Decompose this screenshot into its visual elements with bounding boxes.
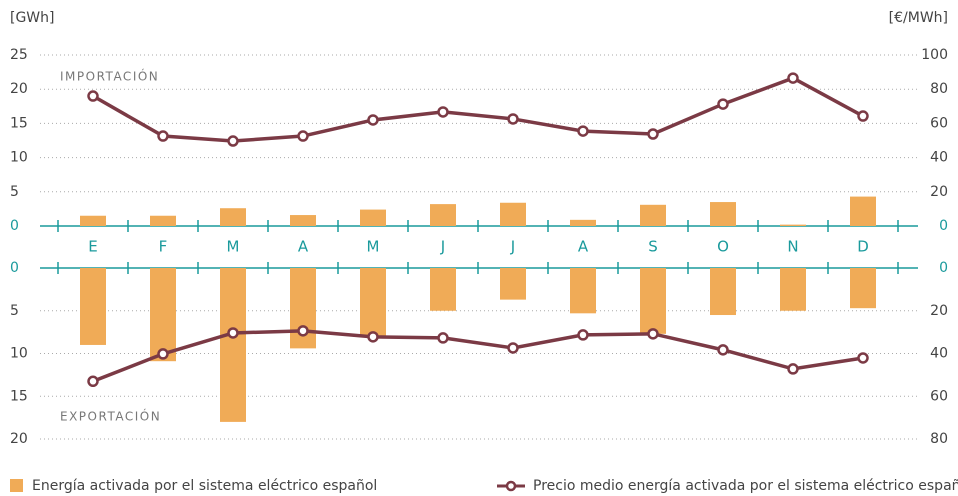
price-marker <box>717 98 729 110</box>
price-marker <box>717 344 729 356</box>
price-marker <box>157 348 169 360</box>
price-marker <box>87 90 99 102</box>
bar <box>850 196 876 226</box>
bar <box>80 268 106 345</box>
bar <box>500 268 526 300</box>
bar <box>570 219 596 226</box>
price-line <box>92 76 864 143</box>
y2-tick-label: 60 <box>930 115 948 131</box>
y2-tick-label: 80 <box>930 431 948 447</box>
price-marker <box>227 135 239 147</box>
price-marker <box>647 128 659 140</box>
y-tick-label: 0 <box>10 260 19 276</box>
y-tick-label: 15 <box>10 388 28 404</box>
bar <box>360 209 386 226</box>
legend-swatch <box>10 479 23 492</box>
price-marker <box>787 363 799 375</box>
y2-tick-label: 80 <box>930 81 948 97</box>
x-tick-label: A <box>578 238 589 256</box>
bar <box>570 268 596 314</box>
bar <box>780 268 806 311</box>
price-line <box>92 329 864 383</box>
y-tick-label: 10 <box>10 150 28 166</box>
bar <box>290 215 316 226</box>
price-marker <box>367 114 379 126</box>
price-marker <box>297 325 309 337</box>
bar <box>710 268 736 316</box>
annotation: EXPORTACIÓN <box>60 409 161 424</box>
price-marker <box>507 342 519 354</box>
price-marker <box>577 125 589 137</box>
price-marker <box>367 331 379 343</box>
y2-tick-label: 0 <box>939 260 948 276</box>
price-marker <box>157 130 169 142</box>
bar <box>850 268 876 309</box>
y2-tick-label: 40 <box>930 346 948 362</box>
bar <box>430 204 456 226</box>
bar <box>640 204 666 226</box>
y-tick-label: 5 <box>10 303 19 319</box>
price-marker <box>857 110 869 122</box>
price-marker <box>227 327 239 339</box>
price-marker <box>437 332 449 344</box>
price-marker <box>297 130 309 142</box>
bar <box>150 268 176 362</box>
price-marker <box>577 329 589 341</box>
x-tick-label: S <box>648 238 658 256</box>
y-tick-label: 0 <box>10 218 19 234</box>
y2-tick-label: 40 <box>930 150 948 166</box>
bar <box>220 268 246 422</box>
x-tick-label: J <box>440 238 445 256</box>
price-marker <box>437 106 449 118</box>
bar <box>430 268 456 311</box>
price-marker <box>857 352 869 364</box>
x-tick-label: J <box>510 238 515 256</box>
y2-tick-label: 20 <box>930 303 948 319</box>
y-tick-label: 20 <box>10 81 28 97</box>
y2-tick-label: 0 <box>939 218 948 234</box>
price-marker <box>87 375 99 388</box>
bar <box>710 202 736 226</box>
x-tick-label: O <box>717 238 729 256</box>
price-marker <box>787 72 799 84</box>
bar <box>150 215 176 226</box>
y2-tick-label: 60 <box>930 388 948 404</box>
y2-tick-label: 20 <box>930 184 948 200</box>
annotation: IMPORTACIÓN <box>60 69 159 84</box>
y-tick-label: 20 <box>10 431 28 447</box>
bar <box>360 268 386 337</box>
y2-axis-label: [€/MWh] <box>889 10 948 26</box>
y-tick-label: 15 <box>10 115 28 131</box>
y-axis-label: [GWh] <box>10 10 55 26</box>
y-tick-label: 25 <box>10 47 28 63</box>
bar <box>500 202 526 226</box>
x-tick-label: M <box>227 238 240 256</box>
y2-tick-label: 100 <box>921 47 948 63</box>
price-marker <box>507 113 519 125</box>
x-tick-label: N <box>787 238 798 256</box>
x-tick-label: A <box>298 238 309 256</box>
price-marker <box>647 328 659 340</box>
bar <box>80 215 106 226</box>
bar <box>640 268 666 334</box>
legend-label: Precio medio energía activada por el sis… <box>533 478 958 494</box>
x-tick-label: D <box>857 238 869 256</box>
bar <box>780 224 806 226</box>
x-tick-label: M <box>367 238 380 256</box>
x-tick-label: F <box>159 238 168 256</box>
bar <box>220 208 246 226</box>
y-tick-label: 10 <box>10 346 28 362</box>
x-tick-label: E <box>88 238 97 256</box>
y-tick-label: 5 <box>10 184 19 200</box>
legend-marker <box>505 480 517 492</box>
legend-label: Energía activada por el sistema eléctric… <box>32 478 377 494</box>
